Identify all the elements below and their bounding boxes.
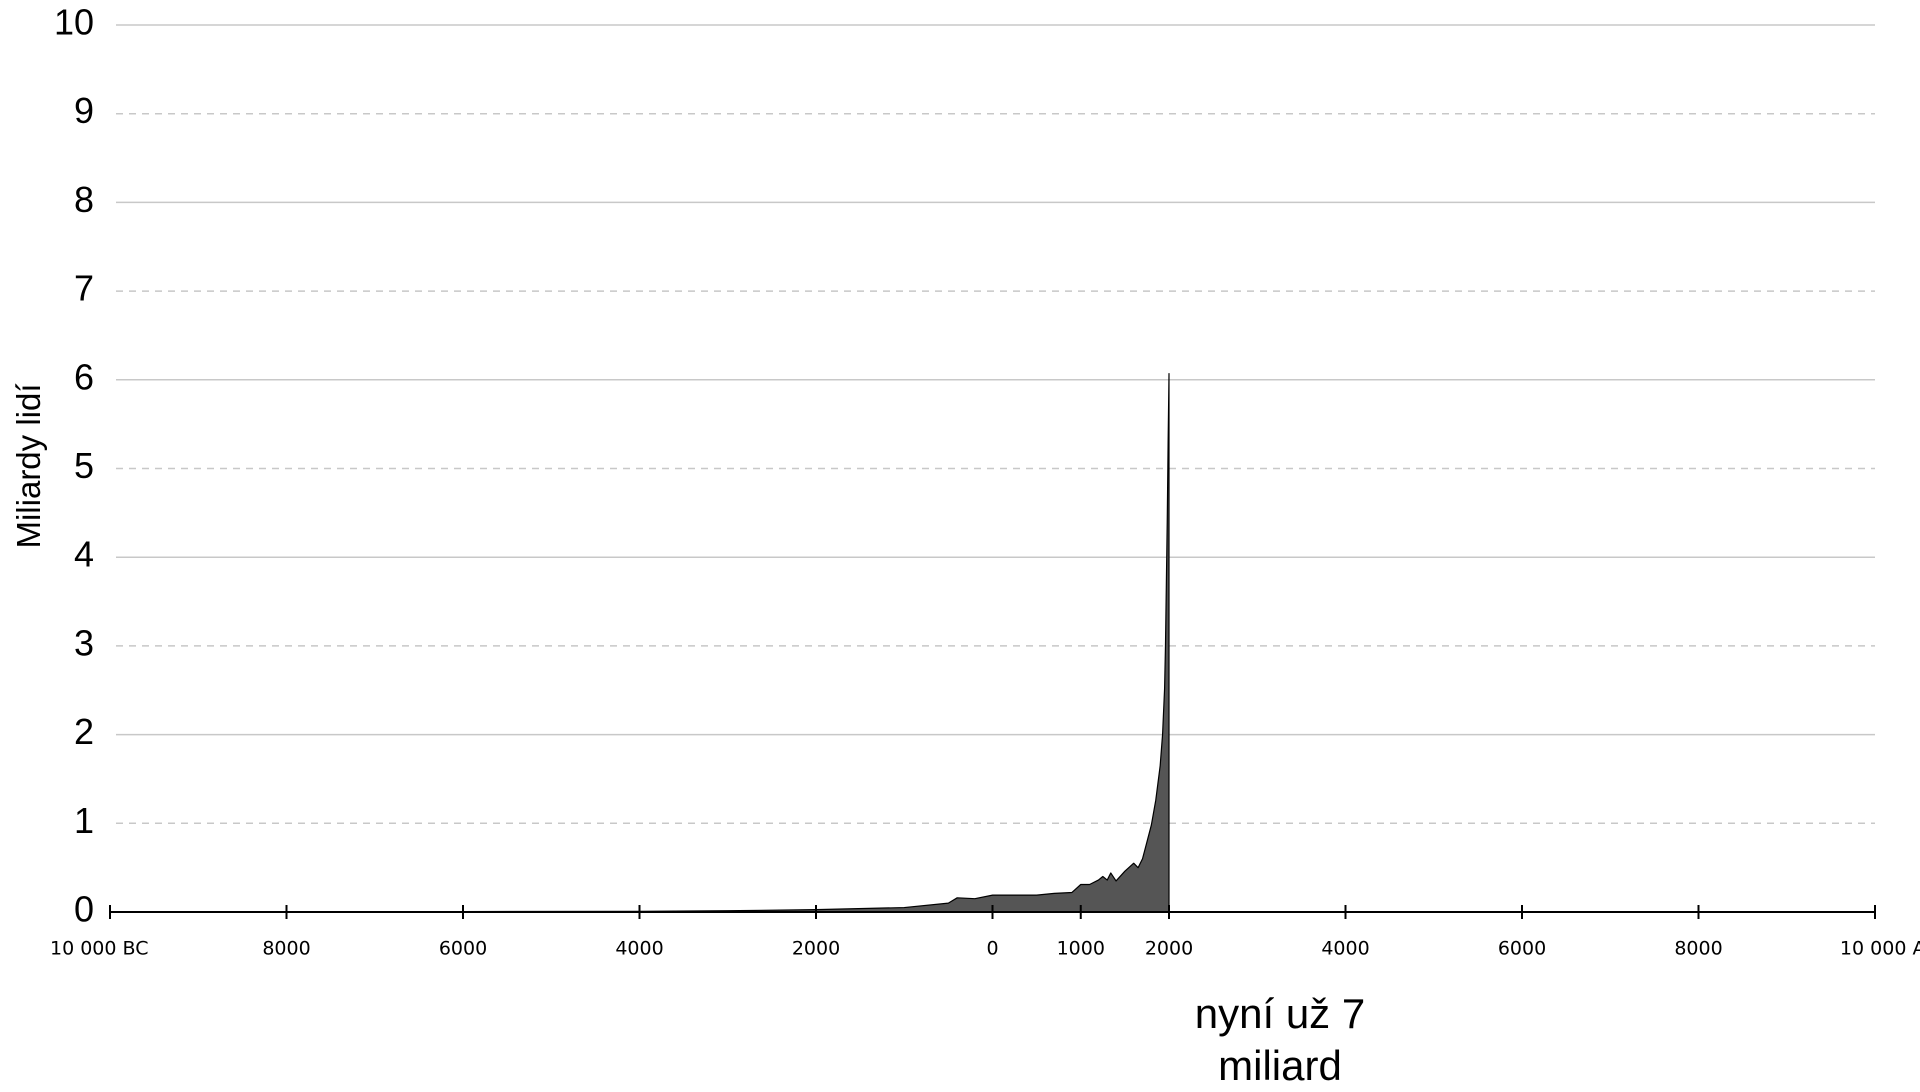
x-tick-label: 8000 — [1674, 938, 1722, 960]
x-tick-label: 4000 — [615, 938, 663, 960]
y-tick-label: 5 — [74, 445, 94, 486]
y-tick-label: 3 — [74, 622, 94, 663]
area — [109, 372, 1170, 913]
x-tick-label: 6000 — [1498, 938, 1546, 960]
y-tick-label: 1 — [74, 800, 94, 841]
x-tick-label: 2000 — [792, 938, 840, 960]
x-tick-label: 8000 — [262, 938, 310, 960]
x-tick-label: 2000 — [1145, 938, 1193, 960]
y-tick-label: 10 — [54, 2, 94, 43]
x-tick-label: 6000 — [439, 938, 487, 960]
y-tick-label: 4 — [74, 534, 94, 575]
y-tick-label: 6 — [74, 356, 94, 397]
y-tick-label: 7 — [74, 268, 94, 309]
y-tick-label: 0 — [74, 889, 94, 930]
y-axis-label: Miliardy lidí — [10, 383, 47, 548]
y-tick-label: 8 — [74, 179, 94, 220]
x-tick-label: 4000 — [1321, 938, 1369, 960]
x-tick-label: 10 000 AD — [1840, 938, 1920, 960]
y-tick-label: 9 — [74, 90, 94, 131]
y-tick-label: 2 — [74, 711, 94, 752]
annotation: nyní už 7 miliard — [1194, 990, 1366, 1089]
x-tick-label: 0 — [986, 938, 998, 960]
x-tick-label: 1000 — [1057, 938, 1105, 960]
x-tick-label: 10 000 BC — [50, 938, 149, 960]
